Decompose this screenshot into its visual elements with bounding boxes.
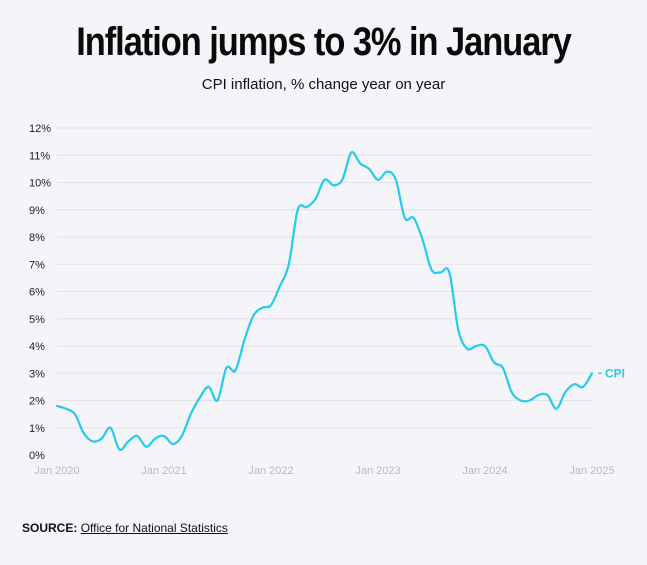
y-tick-label: 9%	[29, 205, 45, 217]
y-tick-label: 6%	[29, 287, 45, 299]
x-tick-label: Jan 2023	[355, 465, 400, 477]
y-tick-label: 5%	[29, 314, 45, 326]
y-tick-label: 1%	[29, 423, 45, 435]
x-tick-label: Jan 2025	[569, 465, 614, 477]
y-tick-label: 4%	[29, 341, 45, 353]
y-tick-label: 3%	[29, 368, 45, 380]
x-tick-label: Jan 2020	[34, 465, 79, 477]
y-tick-label: 10%	[29, 178, 51, 190]
grid-lines	[57, 127, 592, 429]
chart-subtitle: CPI inflation, % change year on year	[201, 76, 446, 93]
cpi-series-line	[55, 151, 594, 452]
series-layer: CPI	[55, 151, 625, 452]
x-tick-label: Jan 2021	[141, 465, 186, 477]
x-tick-label: Jan 2024	[462, 465, 507, 477]
source-note: SOURCE: Office for National Statistics	[22, 521, 228, 535]
y-tick-label: 12%	[29, 123, 51, 135]
source-label: SOURCE:	[22, 521, 78, 535]
y-tick-label: 0%	[29, 450, 45, 462]
y-axis-ticks: 0% 1% 2% 3% 4% 5% 6% 7% 8% 9% 10% 11% 12%	[29, 123, 51, 462]
series-label-cpi: CPI	[605, 366, 625, 380]
source-link[interactable]: Office for National Statistics	[80, 521, 228, 535]
y-tick-label: 7%	[29, 259, 45, 271]
y-tick-label: 2%	[29, 396, 45, 408]
chart-title: Inflation jumps to 3% in January	[76, 20, 572, 64]
y-tick-label: 8%	[29, 232, 45, 244]
x-tick-label: Jan 2022	[248, 465, 293, 477]
y-tick-label: 11%	[29, 150, 50, 162]
cpi-line-chart: 0%1%2%3%4%5%6%7%8%9%10%11%12% Jan 2020 Ja…	[29, 123, 625, 477]
x-axis-ticks: Jan 2020 Jan 2021 Jan 2022 Jan 2023 Jan 2024…	[34, 465, 614, 477]
